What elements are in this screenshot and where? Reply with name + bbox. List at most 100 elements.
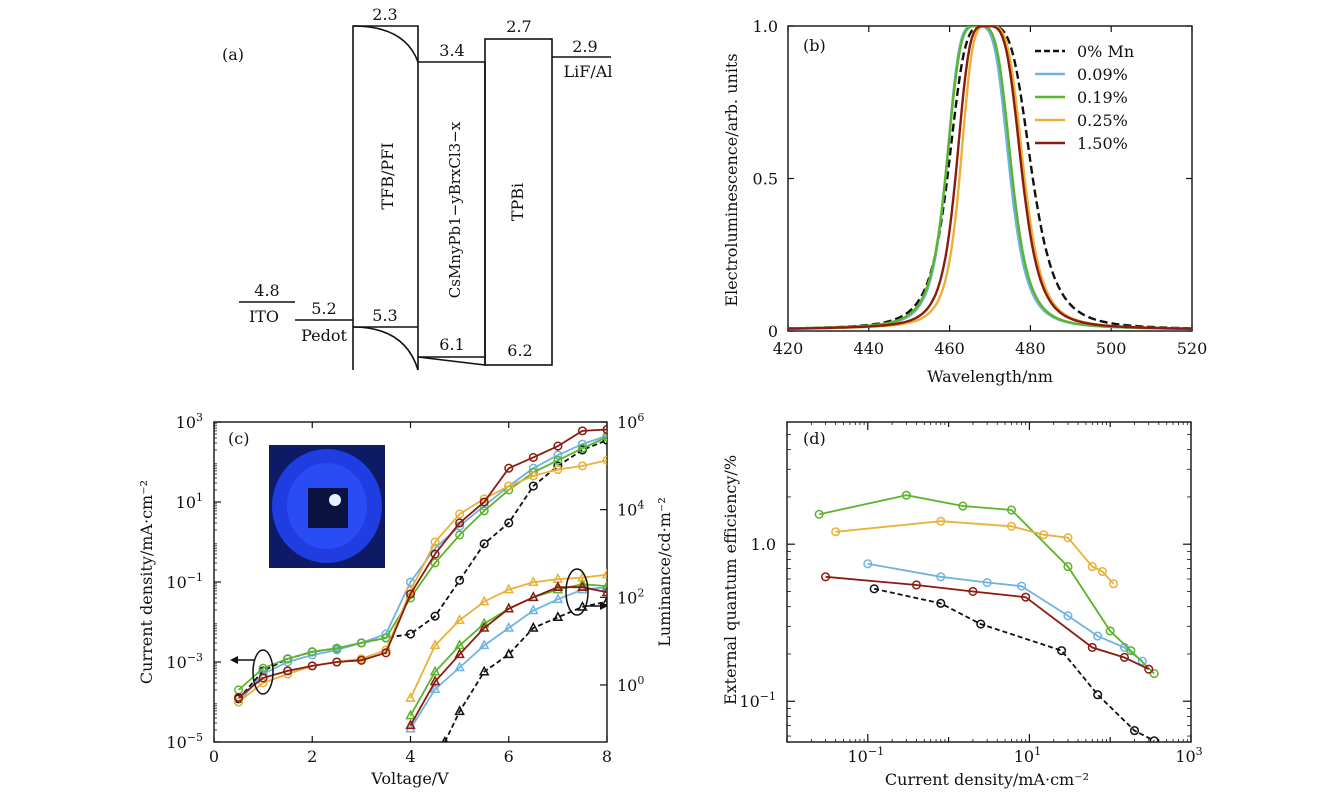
lum-point (478, 595, 490, 606)
jv-point (577, 461, 587, 471)
jv-point (430, 558, 440, 568)
pedot-label: Pedot (301, 326, 347, 345)
lum-point (478, 621, 490, 632)
lum-point (528, 621, 539, 632)
y-axis-label: Current density/mA·cm⁻² (137, 480, 156, 684)
lum-point (478, 639, 490, 650)
jv-point (332, 643, 342, 653)
jv-line-0 (237, 439, 607, 700)
el-line-4 (788, 26, 1192, 330)
jv-point (528, 481, 538, 491)
tfb-label: TFB/PFI (378, 142, 397, 209)
x-tick-label: 440 (854, 339, 885, 358)
y-tick-label: 1.0 (751, 535, 776, 554)
el-line-3 (788, 26, 1192, 330)
jv-point (479, 497, 489, 507)
eqe-point (976, 619, 986, 629)
lifal-label: LiF/Al (564, 62, 613, 81)
y2-tick-label: 102 (617, 586, 644, 607)
panel-c-series (234, 424, 607, 742)
x-tick-label: 10−1 (848, 745, 885, 766)
legend-entry-4: 1.50% (1077, 134, 1128, 153)
x-tick-label: 480 (1015, 339, 1046, 358)
jv-point (455, 509, 465, 519)
y-tick-label: 10−1 (739, 690, 776, 711)
eqe-point (1063, 611, 1073, 621)
jv-point (307, 647, 317, 657)
lum-point (552, 581, 564, 591)
jv-point (430, 611, 440, 621)
panel-b-el-spectra: (b) 420 440 460 480 500 520 0 0.5 1.0 Wavelength/n… (722, 17, 1207, 386)
x-tick-label: 460 (934, 339, 965, 358)
lum-line-0 (444, 600, 607, 742)
eqe-point (863, 559, 873, 569)
left-ellipse-marker (252, 649, 274, 695)
tpbi-label: TPBi (508, 183, 527, 221)
eqe-point (936, 598, 946, 608)
lum-point (552, 593, 564, 604)
el-line-1 (788, 26, 1192, 331)
jv-point (381, 645, 391, 655)
y-tick-label: 1.0 (753, 17, 778, 36)
y-tick-label: 10−3 (166, 651, 203, 672)
perovskite-upper-energy: 3.4 (439, 41, 464, 60)
jv-point (577, 443, 587, 453)
eqe-point (1087, 642, 1097, 653)
lum-line-3 (409, 573, 607, 699)
eqe-point (1006, 521, 1017, 531)
x-tick-label: 101 (1014, 745, 1041, 766)
eqe-point (814, 509, 824, 519)
y-tick-label: 10−1 (166, 571, 203, 592)
jv-point (577, 426, 587, 436)
jv-point (356, 655, 366, 665)
jv-point (405, 589, 416, 599)
y2-tick-label: 104 (617, 499, 644, 520)
jv-point (553, 441, 563, 451)
lum-point (577, 581, 588, 591)
lum-point (503, 621, 514, 632)
lum-point (405, 692, 416, 702)
eqe-point (1137, 656, 1147, 666)
eqe-point (911, 580, 921, 590)
lum-point (601, 580, 607, 590)
lum-point (552, 611, 564, 622)
x-tick-label: 420 (773, 339, 804, 358)
lum-point (503, 648, 514, 659)
tpbi-upper-energy: 2.7 (506, 17, 531, 36)
left-arrow-head (230, 656, 238, 664)
eqe-point (821, 572, 831, 582)
eqe-point (1063, 533, 1073, 543)
jv-point (504, 481, 514, 491)
jv-point (479, 506, 489, 516)
eqe-line-1 (867, 562, 1143, 662)
jv-point (528, 452, 538, 462)
jv-point (455, 575, 465, 585)
panel-c-label: (c) (228, 429, 249, 448)
x-axis-label: Wavelength/nm (927, 367, 1053, 386)
eqe-point (1087, 562, 1097, 572)
tpbi-lower-energy: 6.2 (507, 341, 532, 360)
lum-point (601, 586, 607, 597)
inset-spot (329, 494, 341, 506)
jv-point (234, 697, 244, 707)
jv-line-3 (238, 459, 607, 703)
lum-line-4 (409, 586, 607, 726)
jv-point (479, 539, 489, 549)
lum-point (528, 604, 539, 615)
eqe-point (1017, 581, 1027, 591)
jv-point (381, 633, 391, 643)
eqe-point (1149, 669, 1159, 679)
panel-b-label: (b) (803, 36, 826, 55)
eqe-point (1039, 530, 1049, 540)
tfb-lower-energy: 5.3 (372, 306, 397, 325)
panel-c-jvl: (c) 0 2 4 6 8 103 101 10−1 10−3 10−5 106 104 102 100 Vo… (137, 411, 674, 788)
jv-point (405, 629, 416, 639)
panel-b-frame (787, 25, 1193, 332)
jv-point (528, 471, 538, 481)
lum-point (429, 665, 441, 676)
x-tick-label: 2 (307, 747, 317, 766)
jv-point (258, 678, 268, 688)
inset-pixel (308, 488, 348, 528)
